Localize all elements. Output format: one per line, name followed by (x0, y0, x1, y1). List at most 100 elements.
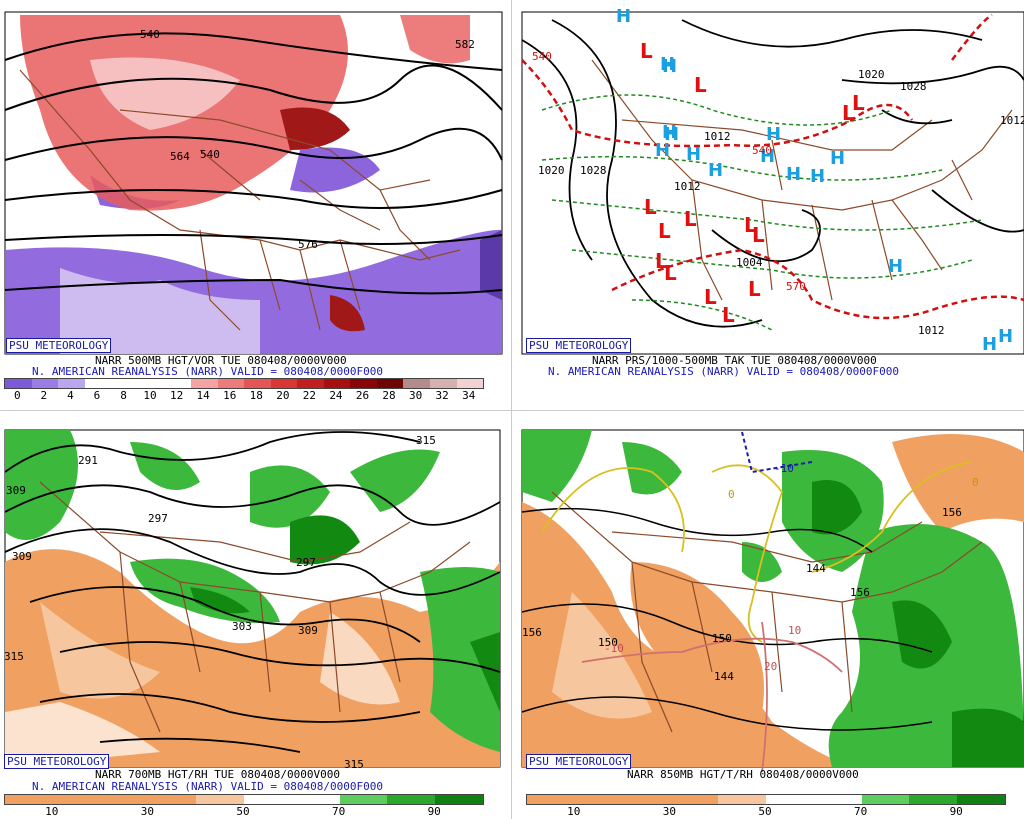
low-pressure-marker: L (748, 277, 761, 301)
colorbar-tick-label: 70 (853, 805, 868, 818)
contour-label: -10 (604, 642, 624, 655)
colorbar-swatch (58, 379, 85, 388)
colorbar-tick-label: 50 (236, 805, 250, 818)
colorbar-swatch (190, 379, 218, 388)
colorbar-swatch (291, 795, 340, 804)
colorbar-tick-label: 32 (435, 389, 449, 402)
low-pressure-marker: L (842, 101, 855, 125)
colorbar-tick-label: 12 (169, 389, 184, 402)
colorbar-tick-label: 70 (331, 805, 346, 818)
colorbar-tick-label: 0 (13, 389, 21, 402)
low-pressure-marker: L (664, 261, 677, 285)
high-pressure-marker: H (662, 56, 677, 77)
colorbar-swatch (765, 795, 814, 804)
panel-divider-vertical (511, 0, 512, 819)
colorbar-swatch (350, 379, 377, 388)
colorbar-tick-label: 18 (249, 389, 263, 402)
contour-label: 1028 (900, 80, 927, 93)
rh-colorbar-ticks: 10 30 50 70 90 (4, 805, 482, 819)
high-pressure-marker: H (616, 6, 631, 27)
high-pressure-marker: H (686, 144, 701, 165)
low-pressure-marker: L (752, 223, 765, 247)
high-pressure-marker: H (655, 140, 670, 161)
contour-label: 570 (786, 280, 806, 293)
map-500mb: 540 576 564 582 540 (4, 11, 503, 355)
contour-label: 144 (806, 562, 826, 575)
colorbar-tick-label: 22 (302, 389, 316, 402)
colorbar-tick-label: 4 (67, 389, 74, 402)
colorbar-swatch (148, 795, 197, 804)
psu-badge: PSU METEOROLOGY (4, 754, 110, 769)
high-pressure-marker: H (708, 160, 723, 181)
contour-label: 582 (455, 38, 475, 51)
contour-label: 297 (296, 556, 316, 569)
low-pressure-marker: L (694, 73, 707, 97)
contour-label: 309 (6, 484, 26, 497)
low-pressure-marker: L (640, 39, 653, 63)
contour-label: 1012 (1000, 114, 1024, 127)
map-850mb: 156 144 150 156 144 156 -10 0 0 10 20 -1… (521, 429, 1024, 773)
colorbar-swatch (243, 795, 292, 804)
vorticity-colorbar-ticks: 0 2 4 6 8 10 12 14 16 18 20 22 24 26 28 30 32 34 (4, 389, 482, 403)
contour-label: 1020 (538, 164, 565, 177)
colorbar-tick-label: 6 (93, 389, 101, 402)
map-title: NARR 500MB HGT/VOR TUE 080408/0000V000 (95, 354, 347, 367)
colorbar-tick-label: 8 (120, 389, 127, 402)
high-pressure-marker: H (982, 334, 997, 355)
colorbar-swatch (244, 379, 271, 388)
low-pressure-marker: L (852, 91, 865, 115)
colorbar-swatch (813, 795, 862, 804)
contour-label: 315 (416, 434, 436, 447)
colorbar-swatch (456, 379, 484, 388)
psu-badge: PSU METEOROLOGY (6, 338, 112, 353)
map-subtitle: N. AMERICAN REANALYSIS (NARR) VALID = 08… (32, 365, 383, 378)
colorbar-swatch (861, 795, 910, 804)
colorbar-tick-label: 10 (143, 389, 157, 402)
colorbar-swatch (403, 379, 430, 388)
colorbar-tick-label: 10 (567, 805, 581, 818)
colorbar-swatch (435, 795, 483, 804)
map-title: NARR 850MB HGT/T/RH 080408/0000V000 (627, 768, 859, 781)
map-subtitle: N. AMERICAN REANALYSIS (NARR) VALID = 08… (32, 780, 383, 793)
colorbar-swatch (909, 795, 958, 804)
colorbar-swatch (137, 379, 165, 388)
map-title: NARR 700MB HGT/RH TUE 080408/0000V000 (95, 768, 341, 781)
low-pressure-marker: L (644, 195, 657, 219)
colorbar-swatch (196, 795, 244, 804)
contour-label: 1012 (704, 130, 731, 143)
contour-label: 315 (344, 758, 364, 771)
contour-label: 564 (170, 150, 190, 163)
contour-label: 1004 (736, 256, 763, 269)
contour-label: 291 (78, 454, 98, 467)
low-pressure-marker: L (655, 249, 668, 273)
contour-label: 150 (712, 632, 732, 645)
contour-label: -10 (774, 462, 794, 475)
colorbar-tick-label: 50 (758, 805, 772, 818)
colorbar-swatch (270, 379, 298, 388)
contour-label: 309 (12, 550, 32, 563)
colorbar-tick-label: 2 (40, 389, 48, 402)
high-pressure-marker: H (998, 326, 1013, 347)
high-pressure-marker: H (830, 148, 845, 169)
contour-label: 156 (522, 626, 542, 639)
colorbar-tick-label: 28 (382, 389, 396, 402)
high-pressure-marker: H (662, 122, 677, 143)
colorbar-swatch (297, 379, 324, 388)
colorbar-swatch (217, 379, 245, 388)
colorbar-swatch (957, 795, 1005, 804)
contour-label: 144 (714, 670, 734, 683)
colorbar-tick-label: 30 (662, 805, 677, 818)
colorbar-swatch (164, 379, 191, 388)
low-pressure-marker: L (658, 219, 671, 243)
map-title: NARR PRS/1000-500MB TAK TUE 080408/0000V… (592, 354, 877, 367)
colorbar-swatch (52, 795, 101, 804)
colorbar-tick-label: 24 (329, 389, 343, 402)
high-pressure-marker: H (786, 164, 801, 185)
map-700mb: 291 315 309 297 303 309 315 309 297 315 (4, 429, 501, 771)
contour-label: 576 (298, 238, 318, 251)
rh-colorbar-ticks: 10 30 50 70 90 (526, 805, 1004, 819)
colorbar-tick-label: 20 (276, 389, 290, 402)
contour-label: 540 (200, 148, 220, 161)
